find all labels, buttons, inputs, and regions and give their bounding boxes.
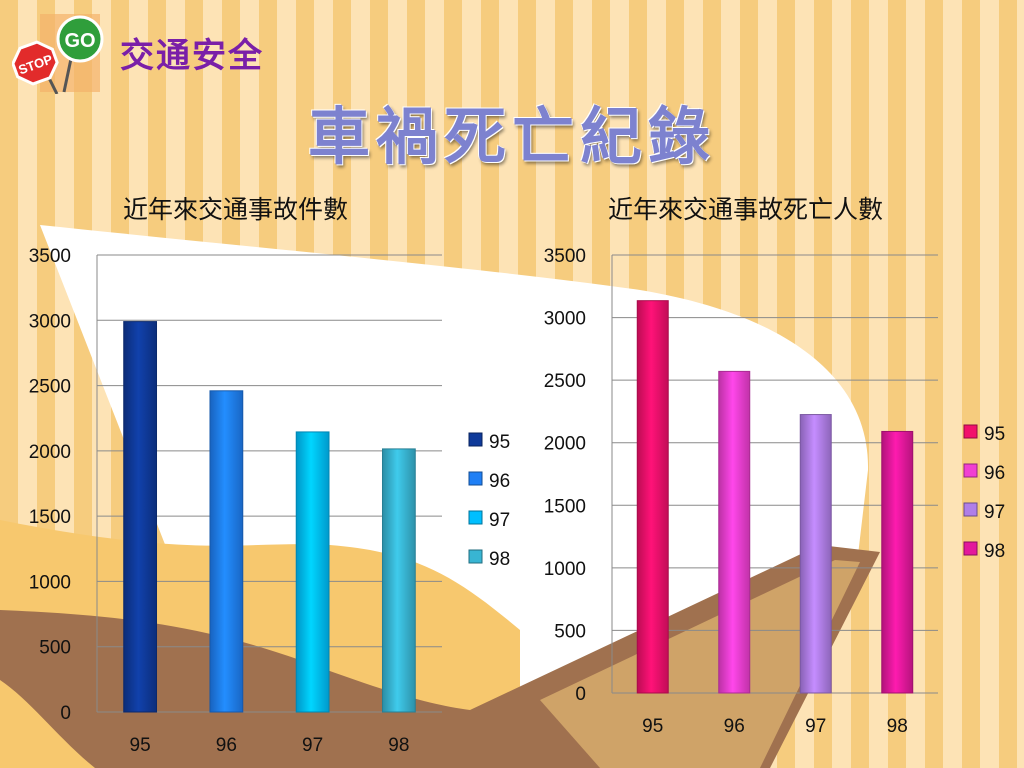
bar-96 [718,370,751,694]
y-tick-label: 1500 [544,496,586,517]
legend-label: 98 [489,549,510,570]
stop-go-sign-icon: GO STOP [12,14,104,94]
y-tick-label: 1000 [544,559,586,580]
brand-title: 交通安全 [120,36,264,76]
y-tick-label: 3000 [544,309,586,330]
legend-swatch [468,510,483,525]
bar-96 [209,390,244,713]
y-tick-label: 3500 [544,246,586,267]
x-tick-label: 98 [388,735,409,756]
legend-label: 97 [489,510,510,531]
y-tick-label: 0 [60,703,71,724]
legend-label: 96 [984,463,1005,484]
y-tick-label: 1000 [29,572,71,593]
page-title: 車禍死亡紀錄 [307,100,716,173]
legend-swatch [963,541,978,556]
y-tick-label: 3000 [29,311,71,332]
x-tick-label: 95 [130,735,151,756]
x-tick-label: 97 [805,716,826,737]
legend-label: 98 [984,541,1005,562]
inner-band-shape [540,560,860,768]
chart-title-accidents: 近年來交通事故件數 [123,195,349,224]
x-tick-label: 98 [887,716,908,737]
y-tick-label: 2500 [29,377,71,398]
x-tick-label: 95 [642,716,663,737]
legend-label: 97 [984,502,1005,523]
legend-label: 95 [984,424,1005,445]
y-tick-label: 2000 [544,434,586,455]
legend-label: 96 [489,471,510,492]
legend-swatch [468,432,483,447]
y-tick-label: 2500 [544,371,586,392]
y-tick-label: 1500 [29,507,71,528]
legend-swatch [963,502,978,517]
legend-swatch [963,424,978,439]
y-tick-label: 500 [554,621,586,642]
bar-98 [381,448,416,713]
legend-label: 95 [489,432,510,453]
go-sign-text: GO [64,30,95,52]
legend-swatch [468,549,483,564]
y-tick-label: 2000 [29,442,71,463]
y-tick-label: 3500 [29,246,71,267]
chart-title-deaths: 近年來交通事故死亡人數 [608,195,884,224]
bar-98 [881,430,914,694]
bar-97 [295,431,330,713]
x-tick-label: 96 [724,716,745,737]
y-tick-label: 0 [575,684,586,705]
bar-97 [799,414,832,694]
x-tick-label: 96 [216,735,237,756]
legend-swatch [468,471,483,486]
x-tick-label: 97 [302,735,323,756]
bar-95 [636,300,669,694]
y-tick-label: 500 [39,638,71,659]
legend-swatch [963,463,978,478]
bar-95 [123,321,158,713]
